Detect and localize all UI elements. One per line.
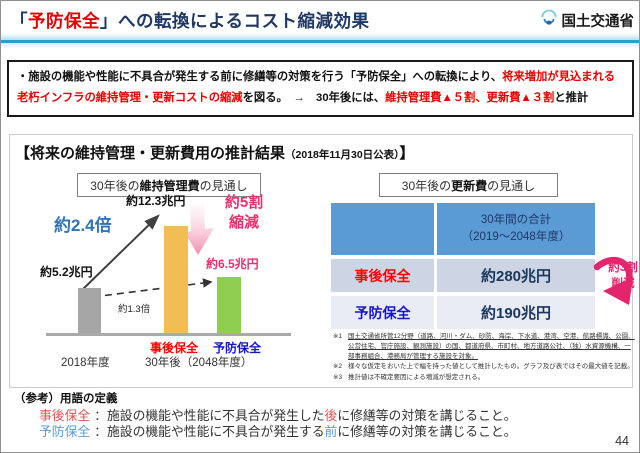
renewal-label-post: の見通し <box>487 178 536 193</box>
definition-jigo-post: に修繕等の対策を講じること。 <box>337 408 517 423</box>
growth-arrow-icon <box>80 214 160 292</box>
table-row-yobo-term: 予防保全 <box>331 296 434 329</box>
bar-jigo-value: 約12.3兆円 <box>126 194 186 208</box>
reduction-note-5wari: 約5割 縮減 <box>211 193 277 234</box>
agency-name: 国土交通省 <box>561 14 635 30</box>
footnote-2-text: 様々な仮定をおいた上で幅を持った値として推計したもの。グラフ及び表ではその最大値… <box>348 363 634 371</box>
summary-seg5: と推計 <box>554 91 589 104</box>
title-bracket-open: 「 <box>10 11 28 31</box>
footnote-2: ※2 様々な仮定をおいた上で幅を持った値として推計したもの。グラフ及び表ではその… <box>333 362 635 372</box>
reduction-note-3wari: 約3割 削減 <box>605 261 639 292</box>
table-header-total: 30年間の合計 （2019～2048年度） <box>437 203 595 255</box>
definition-yobo-highlight: 前 <box>324 424 338 439</box>
definition-yobo-post: に修繕等の対策を講じること。 <box>337 424 517 439</box>
table-row-jigo-value: 約280兆円 <box>437 259 595 292</box>
maintenance-label-pre: 30年後の <box>90 178 140 193</box>
footnotes: ※1 国土交通省所管12分野（道路、河川・ダム、砂防、海岸、下水道、港湾、空港、… <box>333 332 635 384</box>
header-band-line <box>1 40 639 43</box>
agency-logo: 国土交通省 <box>539 8 635 33</box>
x-axis-label-2048: 30年後（2048年度） <box>145 357 253 369</box>
dashed-arrow-icon <box>92 278 213 298</box>
table-row-jigo-term: 事後保全 <box>331 259 434 292</box>
definition-yobo-pre: ：施設の機能や性能に不具合が発生する <box>94 424 325 439</box>
summary-seg2: 将来増加が見込まれる老朽インフラの維持管理・更新コストの縮減 <box>17 71 616 104</box>
renewal-label-pre: 30年後の <box>401 178 452 193</box>
page-title: 「予防保全」への転換によるコスト縮減効果 <box>10 8 369 33</box>
maintenance-label-post: の見通し <box>199 178 248 193</box>
renewal-forecast-table: 30年間の合計 （2019～2048年度） 事後保全 約280兆円 予防保全 約… <box>331 203 595 329</box>
title-highlight: 予防保全 <box>28 11 100 31</box>
footnote-3-mark: ※3 <box>333 374 343 381</box>
definition-jigo-term: 事後保全 <box>39 408 91 423</box>
definition-jigo-hozen: 事後保全 ：施設の機能や性能に不具合が発生した後に修繕等の対策を講じること。 <box>39 405 516 424</box>
summary-seg1: ・施設の機能や性能に不具合が発生する前に修繕等の対策を行う「予防保全」への転換に… <box>17 71 503 83</box>
footnote-1-text: 国土交通省所管12分野（道路、河川・ダム、砂防、海岸、下水道、港湾、空港、航路標… <box>348 333 635 360</box>
maintenance-panel-label: 30年後の 維持管理費 の見通し <box>77 173 261 197</box>
chart-arrows <box>80 205 214 298</box>
definition-jigo-pre: ：施設の機能や性能に不具合が発生した <box>94 408 325 423</box>
reduction-arrow-icon <box>185 205 214 255</box>
definition-yobo-term: 予防保全 <box>39 424 91 439</box>
summary-seg4: 維持管理費▲５割、更新費▲３割 <box>385 91 555 104</box>
definition-jigo-highlight: 後 <box>324 408 338 423</box>
title-bracket-close: 」 <box>100 11 118 31</box>
title-rest: への転換によるコスト縮減効果 <box>118 11 370 31</box>
table-reduction-arrow-icon <box>593 256 633 305</box>
section-title-close: 】 <box>399 145 415 162</box>
bar-yobo-hozen <box>217 277 241 333</box>
growth-multiplier: 約2.4倍 <box>54 216 112 235</box>
chart-axis <box>46 333 291 336</box>
small-multiplier: 約1.3倍 <box>118 304 151 315</box>
bar-jigo-hozen <box>164 226 188 333</box>
definitions-heading: （参考）用語の定義 <box>14 393 118 405</box>
page-number: 44 <box>615 434 629 448</box>
bar-yobo-value: 約6.5兆円 <box>206 257 259 271</box>
table-row-yobo-value: 約190兆円 <box>437 296 595 329</box>
reduction-3wari-line1: 約3割 <box>608 262 638 274</box>
reduction-3wari-line2: 削減 <box>611 277 635 290</box>
bar-jigo-label: 事後保全 <box>150 341 199 355</box>
summary-seg3: を図る。 → 30年後には、 <box>242 91 386 104</box>
bar-2018 <box>78 288 101 333</box>
table-header-empty <box>331 203 434 255</box>
reduction-5wari-line2: 縮減 <box>228 214 259 232</box>
section-title-text: 【将来の維持管理・更新費用の推計結果 <box>15 145 286 162</box>
section-title-date: （2018年11月30日公表） <box>285 149 400 161</box>
reduction-5wari-line1: 約5割 <box>224 194 264 211</box>
table-header-line2: （2019～2048年度） <box>461 231 571 243</box>
section-title: 【将来の維持管理・更新費用の推計結果（2018年11月30日公表）】 <box>15 142 414 163</box>
table-header-line1: 30年間の合計 <box>480 213 552 226</box>
footnote-2-mark: ※2 <box>333 363 343 371</box>
footnote-3: ※3 推計値は不確定要因による増減が想定される。 <box>333 373 635 383</box>
mlit-logo-icon <box>539 8 559 33</box>
maintenance-label-bold: 維持管理費 <box>139 178 200 193</box>
bar-2018-value: 約5.2兆円 <box>40 265 93 279</box>
footnote-3-text: 推計値は不確定要因による増減が想定される。 <box>348 374 485 381</box>
bar-yobo-label: 予防保全 <box>213 341 262 355</box>
definition-yobo-hozen: 予防保全 ：施設の機能や性能に不具合が発生する前に修繕等の対策を講じること。 <box>39 421 516 440</box>
summary-box: ・施設の機能や性能に不具合が発生する前に修繕等の対策を行う「予防保全」への転換に… <box>7 60 634 117</box>
footnote-1: ※1 国土交通省所管12分野（道路、河川・ダム、砂防、海岸、下水道、港湾、空港、… <box>333 332 635 361</box>
footnote-1-mark: ※1 <box>333 333 343 340</box>
x-axis-label-2018: 2018年度 <box>61 357 110 369</box>
renewal-panel-label: 30年後の 更新費 の見通し <box>379 173 558 197</box>
renewal-label-bold: 更新費 <box>451 178 488 193</box>
